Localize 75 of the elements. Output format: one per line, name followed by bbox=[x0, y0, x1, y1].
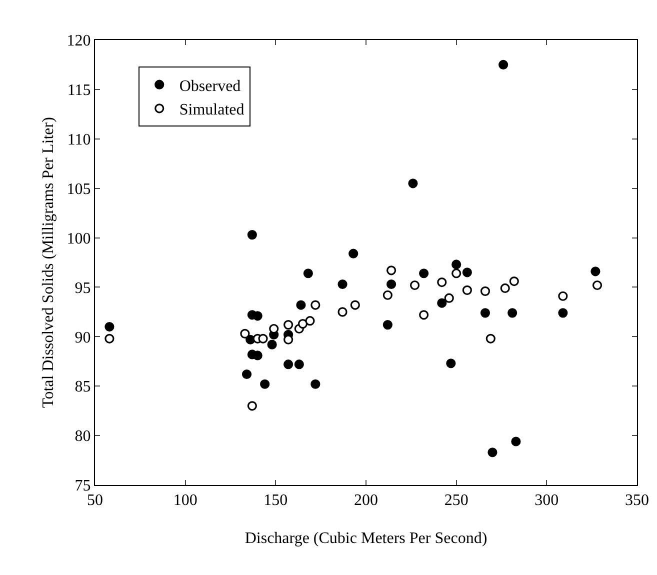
point bbox=[338, 279, 348, 290]
point bbox=[240, 328, 250, 338]
point bbox=[258, 334, 268, 344]
point bbox=[247, 230, 257, 240]
point bbox=[419, 268, 429, 278]
point bbox=[305, 316, 315, 326]
point bbox=[348, 248, 358, 258]
point bbox=[338, 307, 348, 317]
point bbox=[419, 310, 429, 320]
point bbox=[444, 293, 454, 303]
point bbox=[382, 320, 392, 330]
y-tick-label: 120 bbox=[66, 32, 91, 50]
point bbox=[310, 379, 320, 389]
point bbox=[558, 291, 568, 301]
point bbox=[500, 283, 510, 294]
point bbox=[480, 308, 490, 318]
y-tick-label: 80 bbox=[74, 428, 91, 446]
x-tick-label: 150 bbox=[264, 492, 288, 510]
x-tick-label: 100 bbox=[173, 492, 198, 510]
point bbox=[558, 308, 568, 318]
point bbox=[508, 308, 518, 318]
point bbox=[437, 298, 447, 308]
y-axis-title: Total Dissolved Solids (Milligrams Per Liter) bbox=[40, 117, 57, 408]
point bbox=[284, 360, 294, 370]
point bbox=[382, 290, 392, 300]
point bbox=[298, 319, 308, 329]
point bbox=[386, 266, 396, 276]
point bbox=[592, 280, 602, 290]
y-tick-label: 110 bbox=[67, 131, 91, 148]
point bbox=[452, 268, 462, 278]
point bbox=[104, 322, 114, 332]
legend-label: Simulated bbox=[179, 102, 244, 119]
point bbox=[488, 448, 498, 458]
point bbox=[104, 334, 114, 344]
point bbox=[310, 300, 320, 310]
x-tick-label: 250 bbox=[444, 492, 468, 510]
point bbox=[452, 260, 462, 270]
point bbox=[242, 369, 252, 380]
point bbox=[260, 379, 270, 389]
point bbox=[303, 268, 313, 278]
y-tick-label: 90 bbox=[74, 329, 91, 346]
point bbox=[386, 279, 396, 290]
point bbox=[486, 334, 496, 344]
point bbox=[480, 286, 490, 296]
point bbox=[498, 60, 508, 70]
point bbox=[462, 285, 472, 295]
y-tick-label: 100 bbox=[66, 230, 91, 248]
point bbox=[284, 334, 294, 344]
point bbox=[446, 358, 456, 368]
point bbox=[247, 401, 257, 411]
x-tick-label: 50 bbox=[87, 492, 103, 510]
point bbox=[590, 266, 600, 276]
x-tick-label: 350 bbox=[625, 492, 649, 510]
point bbox=[252, 350, 262, 360]
x-tick-label: 200 bbox=[354, 492, 378, 510]
point bbox=[267, 340, 277, 350]
point bbox=[296, 300, 306, 310]
point bbox=[294, 360, 304, 370]
point bbox=[511, 436, 521, 446]
point bbox=[350, 300, 360, 310]
point bbox=[410, 280, 420, 290]
x-axis-title: Discharge (Cubic Meters Per Second) bbox=[244, 530, 488, 547]
point bbox=[408, 178, 418, 188]
point bbox=[462, 268, 472, 278]
y-tick-label: 85 bbox=[74, 378, 91, 396]
point bbox=[284, 320, 294, 330]
legend-label: Observed bbox=[179, 78, 241, 95]
y-tick-label: 105 bbox=[66, 180, 91, 198]
y-tick-label: 75 bbox=[74, 478, 91, 495]
x-tick-label: 300 bbox=[534, 492, 559, 510]
point bbox=[252, 311, 262, 321]
point bbox=[509, 276, 519, 286]
y-tick-label: 115 bbox=[67, 82, 91, 100]
y-tick-label: 95 bbox=[74, 280, 91, 297]
point bbox=[437, 277, 447, 288]
